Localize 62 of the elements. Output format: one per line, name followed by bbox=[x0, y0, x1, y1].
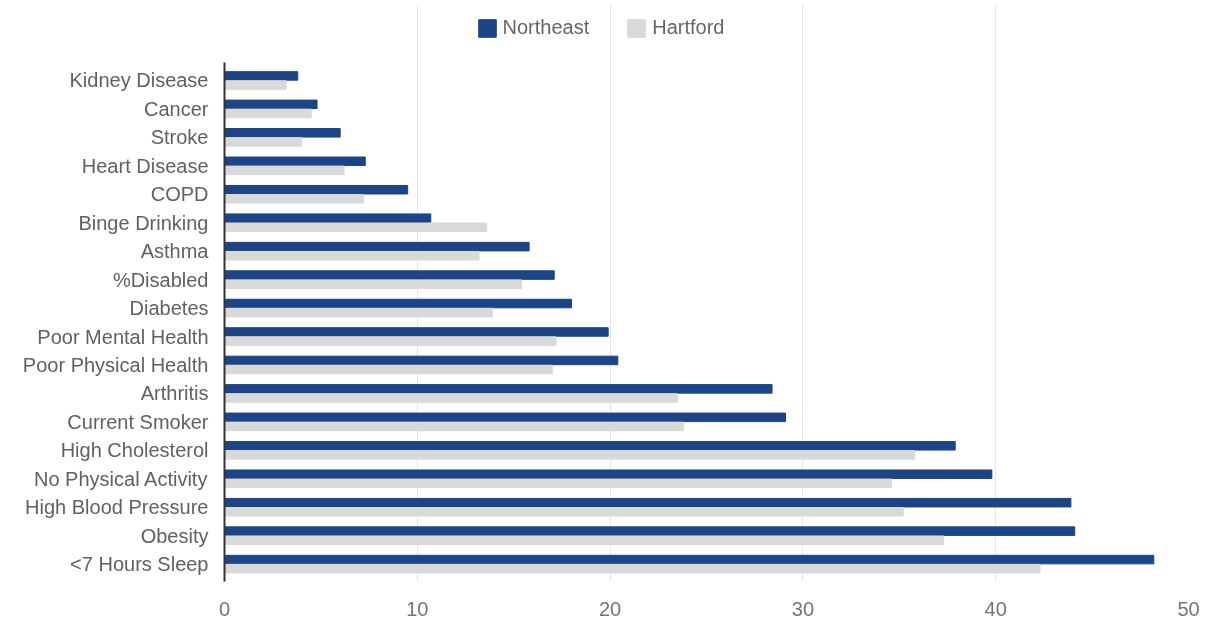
bar bbox=[224, 507, 904, 517]
bar bbox=[224, 469, 993, 479]
bar bbox=[224, 393, 679, 403]
y-tick-label: Cancer bbox=[144, 97, 209, 120]
bar bbox=[224, 327, 609, 337]
bar bbox=[224, 279, 522, 289]
y-tick-label: <7 Hours Sleep bbox=[70, 553, 209, 576]
y-tick-label: Arthritis bbox=[140, 382, 209, 405]
bar bbox=[224, 80, 287, 90]
y-tick-label: Heart Disease bbox=[81, 154, 209, 177]
legend-label: Hartford bbox=[652, 16, 725, 39]
bar bbox=[224, 355, 619, 366]
bar bbox=[224, 364, 553, 375]
y-tick-label: Poor Mental Health bbox=[37, 325, 209, 348]
bar bbox=[224, 108, 312, 119]
bar bbox=[224, 241, 530, 252]
bar bbox=[224, 497, 1072, 508]
x-tick-label: 10 bbox=[406, 597, 429, 618]
y-tick-label: High Cholesterol bbox=[60, 439, 209, 462]
y-tick-label: Kidney Disease bbox=[69, 69, 209, 92]
bar bbox=[224, 526, 1076, 536]
bar bbox=[224, 99, 318, 110]
y-tick-label: Current Smoker bbox=[67, 410, 209, 433]
bar bbox=[224, 298, 573, 309]
bar bbox=[224, 307, 493, 318]
bar bbox=[224, 535, 945, 546]
x-tick-label: 20 bbox=[598, 597, 622, 618]
bar bbox=[224, 184, 409, 195]
bar bbox=[224, 270, 555, 280]
bar bbox=[224, 336, 557, 346]
bar bbox=[224, 71, 299, 81]
bar bbox=[224, 156, 366, 167]
y-tick-label: Asthma bbox=[140, 240, 210, 263]
bar bbox=[224, 222, 488, 233]
x-tick-label: 0 bbox=[218, 597, 231, 618]
y-tick-label: Diabetes bbox=[129, 297, 209, 320]
y-tick-label: Binge Drinking bbox=[78, 211, 209, 234]
bar bbox=[224, 563, 1041, 574]
bar bbox=[224, 137, 303, 147]
bar bbox=[224, 128, 341, 138]
bar bbox=[224, 194, 364, 204]
y-tick-label: COPD bbox=[150, 183, 209, 206]
y-tick-label: High Blood Pressure bbox=[25, 496, 209, 519]
bar bbox=[224, 165, 345, 176]
bar bbox=[224, 421, 684, 432]
y-tick-label: Obesity bbox=[140, 524, 209, 547]
bar bbox=[224, 450, 916, 460]
x-tick-label: 30 bbox=[791, 597, 815, 618]
x-tick-label: 40 bbox=[984, 597, 1007, 618]
y-tick-label: Stroke bbox=[150, 126, 209, 149]
bar bbox=[224, 384, 773, 394]
y-tick-label: %Disabled bbox=[112, 268, 209, 291]
y-tick-label: No Physical Activity bbox=[34, 467, 208, 490]
bar bbox=[224, 554, 1155, 565]
bar bbox=[224, 478, 893, 489]
bar bbox=[224, 250, 480, 261]
bar bbox=[224, 412, 787, 423]
x-tick-label: 50 bbox=[1177, 597, 1200, 618]
y-tick-label: Poor Physical Health bbox=[22, 353, 209, 376]
bar bbox=[224, 441, 956, 451]
legend-label: Northeast bbox=[502, 16, 590, 39]
bar bbox=[224, 213, 432, 223]
